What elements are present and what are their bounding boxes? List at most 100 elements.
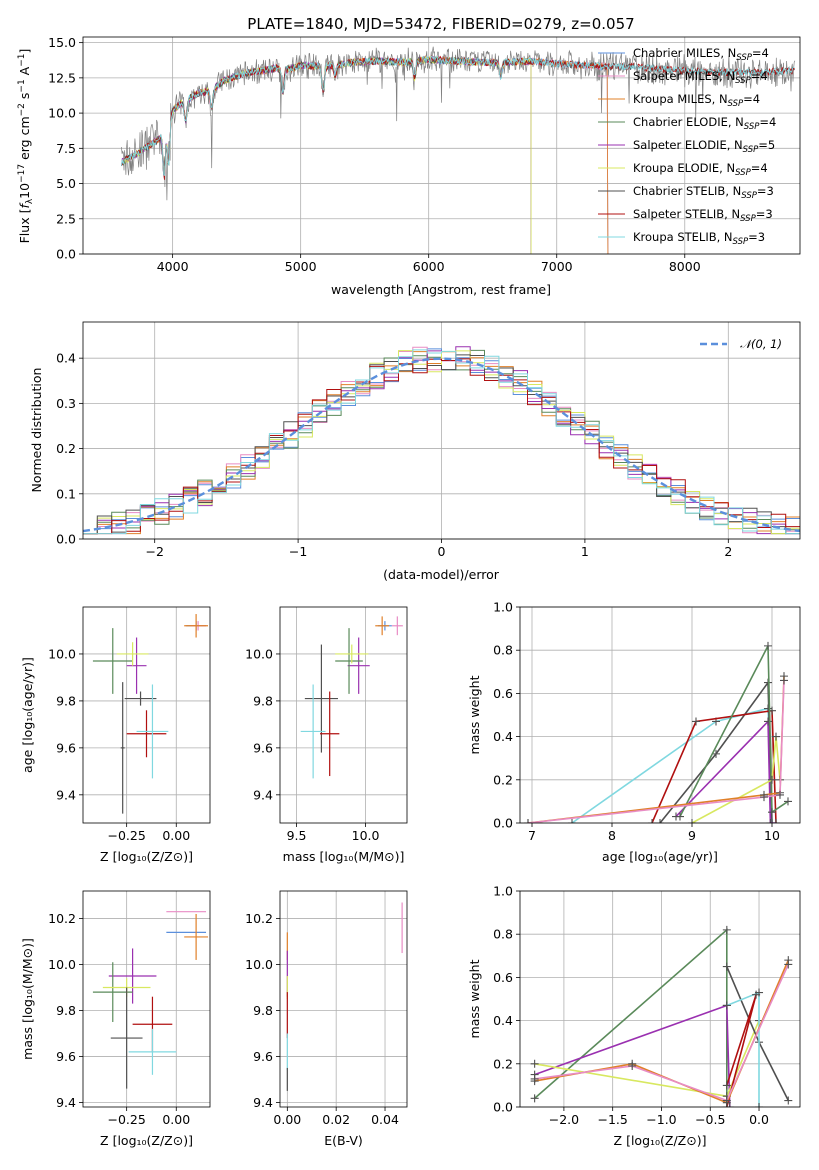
y-tick-label: 2.5: [56, 211, 76, 226]
y-tick-label: 9.6: [253, 1049, 273, 1064]
x-tick-label: 2: [724, 544, 732, 559]
residuals-xlabel: (data-model)/error: [383, 567, 500, 582]
legend-entry: Kroupa MILES, NSSP=4: [633, 92, 760, 109]
y-tick-label: 0.2: [56, 441, 76, 456]
plot-area: [83, 346, 800, 535]
y-tick-label: 9.4: [253, 1095, 273, 1110]
plot-area: [92, 911, 209, 1089]
y-tick-label: 10.2: [48, 911, 76, 926]
y-axis-label: age [log₁₀(age/yr)]: [20, 657, 35, 773]
y-tick-label: 0.0: [56, 532, 76, 547]
y-tick-label: 0.0: [493, 1100, 513, 1115]
x-tick-label: 10.0: [352, 828, 380, 843]
y-tick-label: 10.0: [48, 646, 76, 661]
x-tick-label: −0.25: [108, 1112, 146, 1127]
model-spectrum-chabrier-miles: [121, 55, 609, 254]
weight-marker: [530, 1094, 539, 1103]
y-tick-label: 0.4: [493, 729, 513, 744]
x-tick-label: 7000: [541, 259, 573, 274]
weight-marker: [712, 749, 720, 758]
y-tick-label: 15.0: [48, 35, 76, 50]
axes-frame: [519, 606, 801, 824]
weight-marker: [768, 808, 776, 817]
legend-entry: Chabrier MILES, NSSP=4: [633, 46, 769, 63]
y-tick-label: 9.4: [56, 787, 76, 802]
x-tick-label: −0.25: [108, 828, 146, 843]
weight-marker: [764, 717, 772, 726]
spectrum-xlabel: wavelength [Angstrom, rest frame]: [331, 282, 551, 297]
model-spectrum-kroupa-stelib: [121, 55, 795, 177]
x-axis-label: Z [log₁₀(Z/Z⊙)]: [614, 1133, 707, 1148]
y-tick-label: 7.5: [56, 141, 76, 156]
axes-frame: [82, 321, 801, 540]
weight-marker: [780, 676, 788, 685]
model-spectrum-salpeter-stelib: [121, 54, 795, 180]
legend-entry: Kroupa STELIB, NSSP=3: [633, 230, 765, 247]
legend-entry: Salpeter MILES, NSSP=4: [633, 69, 768, 86]
x-axis-label: Z [log₁₀(Z/Z⊙)]: [100, 1133, 193, 1148]
x-tick-label: −0.5: [695, 1112, 725, 1127]
x-tick-label: −1.5: [598, 1112, 628, 1127]
x-tick-label: 0.02: [322, 1112, 350, 1127]
y-tick-label: 0.4: [493, 1013, 513, 1028]
legend-entry: Salpeter ELODIE, NSSP=5: [633, 138, 775, 155]
model-spectrum-kroupa-elodie: [121, 56, 532, 254]
x-tick-label: 8: [608, 828, 616, 843]
y-tick-label: 1.0: [493, 600, 513, 615]
x-tick-label: 0.04: [371, 1112, 399, 1127]
x-axis-label: age [log₁₀(age/yr)]: [602, 849, 718, 864]
x-tick-label: −1: [289, 544, 307, 559]
y-tick-label: 10.0: [245, 646, 273, 661]
y-tick-label: 9.6: [56, 740, 76, 755]
weight-marker: [725, 1103, 734, 1107]
x-tick-label: 10: [764, 828, 780, 843]
y-tick-label: 0.8: [493, 927, 513, 942]
y-tick-label: 0.3: [56, 396, 76, 411]
axes-frame: [279, 606, 408, 824]
y-tick-label: 0.8: [493, 643, 513, 658]
weight-marker: [722, 1081, 731, 1090]
mass-vs-ebv-panel: 0.00 0.02 0.04 9.4 9.6 9.8 10.0 10.2 E(B-V): [245, 890, 408, 1148]
model-spectrum-kroupa-miles: [121, 55, 609, 254]
plot-area: [92, 614, 209, 814]
observed-spectrum: [121, 46, 796, 201]
weight-marker: [752, 990, 761, 999]
hist-kroupa-stelib: [83, 349, 800, 535]
y-tick-label: 5.0: [56, 176, 76, 191]
weight-marker: [648, 819, 656, 823]
weight-marker: [760, 793, 768, 802]
weight-marker: [764, 678, 772, 687]
x-tick-label: 0.00: [162, 1112, 190, 1127]
y-tick-label: 9.8: [56, 693, 76, 708]
weight-marker: [776, 790, 784, 799]
weight-marker: [676, 812, 684, 821]
y-axis-label: mass weight: [467, 959, 482, 1038]
spectrum-legend: Chabrier MILES, NSSP=4 Salpeter MILES, NS…: [598, 46, 776, 247]
x-tick-label: −2.0: [549, 1112, 579, 1127]
weight-marker: [722, 1096, 731, 1105]
x-tick-label: 7: [528, 828, 536, 843]
weight-line-salpeter-elodie: [675, 719, 776, 823]
x-tick-label: 5000: [285, 259, 317, 274]
y-tick-label: 10.0: [48, 106, 76, 121]
y-tick-label: 10.0: [245, 957, 273, 972]
y-tick-label: 9.4: [56, 1095, 76, 1110]
age-vs-Z-panel: −0.25 0.00 9.4 9.6 9.8 10.0 Z [log₁₀(Z/Z⊙)] age…: [20, 606, 211, 864]
axes-frame: [82, 606, 211, 824]
weight-marker: [784, 1096, 793, 1105]
figure-title: PLATE=1840, MJD=53472, FIBERID=0279, z=0…: [247, 15, 634, 33]
legend-entry: Salpeter STELIB, NSSP=3: [633, 207, 773, 224]
x-tick-label: 9.5: [287, 828, 307, 843]
model-spectrum-salpeter-miles: [121, 55, 609, 254]
plot-area: [121, 46, 796, 254]
weight-marker: [722, 962, 731, 971]
y-tick-label: 9.8: [253, 1003, 273, 1018]
y-axis-label: mass [log₁₀(M/M⊙)]: [20, 938, 35, 1060]
legend-entry: Kroupa ELODIE, NSSP=4: [633, 161, 768, 178]
y-tick-label: 9.4: [253, 787, 273, 802]
y-tick-label: 1.0: [493, 884, 513, 899]
x-tick-label: 0.0: [749, 1112, 769, 1127]
x-tick-label: 0: [438, 544, 446, 559]
y-tick-label: 9.6: [56, 1049, 76, 1064]
